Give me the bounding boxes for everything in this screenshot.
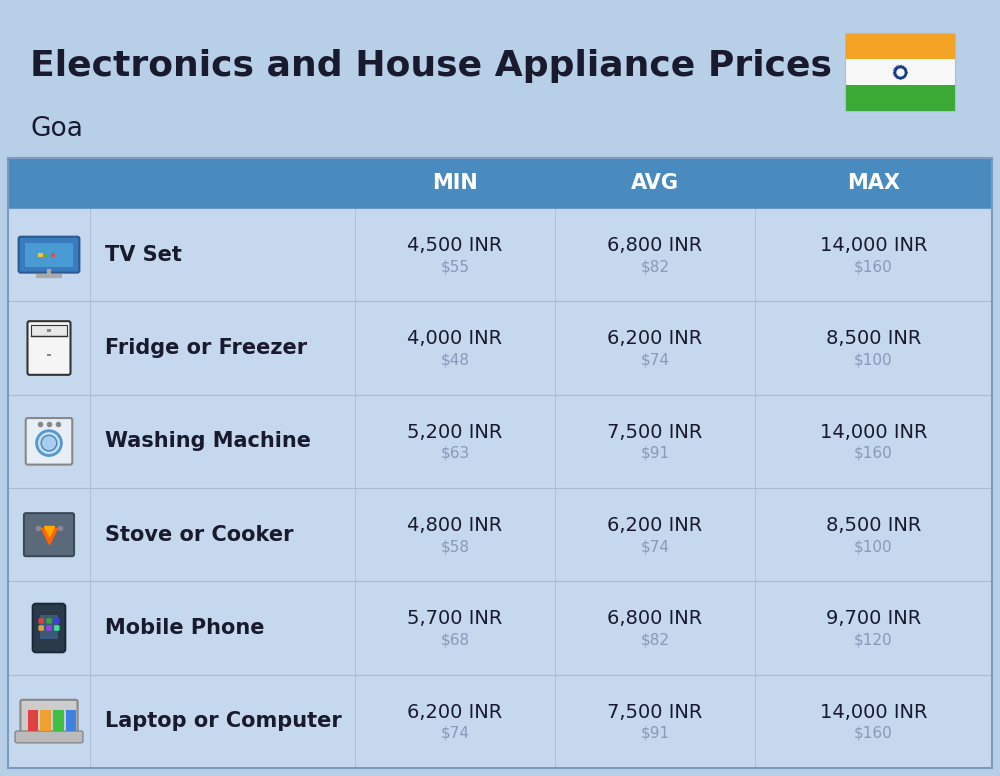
Bar	[8, 395, 992, 488]
Bar	[555, 158, 755, 208]
Text: $58: $58	[440, 539, 470, 554]
Bar	[47, 354, 51, 356]
Bar	[845, 59, 955, 85]
Text: $120: $120	[854, 632, 893, 647]
Text: $48: $48	[440, 352, 470, 368]
Text: MIN: MIN	[432, 173, 478, 193]
Bar	[25, 243, 73, 267]
Text: 14,000 INR: 14,000 INR	[820, 236, 927, 255]
Bar	[53, 710, 64, 731]
Bar	[355, 158, 555, 208]
FancyBboxPatch shape	[27, 321, 71, 375]
Bar	[845, 85, 955, 111]
Text: Goa: Goa	[30, 116, 83, 142]
Text: Mobile Phone: Mobile Phone	[105, 618, 264, 638]
Text: AVG: AVG	[631, 173, 679, 193]
Text: $68: $68	[440, 632, 470, 647]
Text: 4,500 INR: 4,500 INR	[407, 236, 503, 255]
Circle shape	[37, 431, 61, 456]
Text: $160: $160	[854, 726, 893, 741]
Bar	[47, 329, 51, 331]
Bar	[8, 158, 90, 208]
Text: 4,000 INR: 4,000 INR	[407, 330, 503, 348]
Text: 5,700 INR: 5,700 INR	[407, 609, 503, 629]
Text: 6,200 INR: 6,200 INR	[407, 703, 503, 722]
FancyBboxPatch shape	[38, 618, 44, 624]
FancyBboxPatch shape	[54, 618, 60, 624]
FancyBboxPatch shape	[20, 700, 78, 736]
Text: TV Set: TV Set	[105, 244, 182, 265]
Text: 8,500 INR: 8,500 INR	[826, 330, 921, 348]
Text: Stove or Cooker: Stove or Cooker	[105, 525, 294, 545]
Bar	[66, 710, 76, 731]
Text: $74: $74	[440, 726, 470, 741]
Text: 4,800 INR: 4,800 INR	[407, 516, 503, 535]
Text: Washing Machine: Washing Machine	[105, 431, 311, 452]
Text: Laptop or Computer: Laptop or Computer	[105, 712, 342, 731]
Bar	[28, 710, 38, 731]
Text: 8,500 INR: 8,500 INR	[826, 516, 921, 535]
Bar	[31, 325, 67, 335]
Text: 14,000 INR: 14,000 INR	[820, 423, 927, 442]
Text: $74: $74	[640, 352, 670, 368]
FancyBboxPatch shape	[19, 237, 79, 272]
Text: $55: $55	[440, 259, 470, 274]
Bar	[8, 581, 992, 674]
Text: $100: $100	[854, 352, 893, 368]
Text: 5,200 INR: 5,200 INR	[407, 423, 503, 442]
Bar	[8, 301, 992, 395]
Text: Fridge or Freezer: Fridge or Freezer	[105, 338, 307, 358]
Bar	[8, 158, 992, 768]
Bar	[38, 252, 43, 257]
Text: 14,000 INR: 14,000 INR	[820, 703, 927, 722]
Text: $91: $91	[640, 726, 670, 741]
Text: 9,700 INR: 9,700 INR	[826, 609, 921, 629]
Circle shape	[41, 435, 57, 451]
Text: $82: $82	[640, 632, 670, 647]
Bar	[845, 33, 955, 59]
Bar	[8, 208, 992, 301]
Text: 7,500 INR: 7,500 INR	[607, 703, 703, 722]
Text: Electronics and House Appliance Prices: Electronics and House Appliance Prices	[30, 49, 832, 83]
Text: $74: $74	[640, 539, 670, 554]
FancyBboxPatch shape	[15, 731, 83, 743]
FancyBboxPatch shape	[38, 625, 44, 631]
Text: $82: $82	[640, 259, 670, 274]
Text: $63: $63	[440, 446, 470, 461]
Text: 6,800 INR: 6,800 INR	[607, 236, 703, 255]
Bar	[8, 674, 992, 768]
FancyBboxPatch shape	[46, 625, 52, 631]
Text: $160: $160	[854, 446, 893, 461]
Text: MAX: MAX	[847, 173, 900, 193]
FancyBboxPatch shape	[24, 513, 74, 556]
FancyBboxPatch shape	[46, 618, 52, 624]
Bar	[40, 710, 51, 731]
Text: $160: $160	[854, 259, 893, 274]
Text: 6,200 INR: 6,200 INR	[607, 330, 703, 348]
Bar	[40, 615, 58, 639]
FancyBboxPatch shape	[54, 625, 60, 631]
FancyBboxPatch shape	[26, 418, 72, 465]
Text: 6,200 INR: 6,200 INR	[607, 516, 703, 535]
Bar	[755, 158, 992, 208]
Text: 7,500 INR: 7,500 INR	[607, 423, 703, 442]
Bar	[51, 252, 55, 257]
Text: $91: $91	[640, 446, 670, 461]
Text: $100: $100	[854, 539, 893, 554]
Bar	[8, 488, 992, 581]
Bar	[44, 252, 48, 257]
Text: 6,800 INR: 6,800 INR	[607, 609, 703, 629]
Bar	[845, 33, 955, 111]
FancyBboxPatch shape	[33, 604, 65, 653]
Bar	[90, 158, 355, 208]
